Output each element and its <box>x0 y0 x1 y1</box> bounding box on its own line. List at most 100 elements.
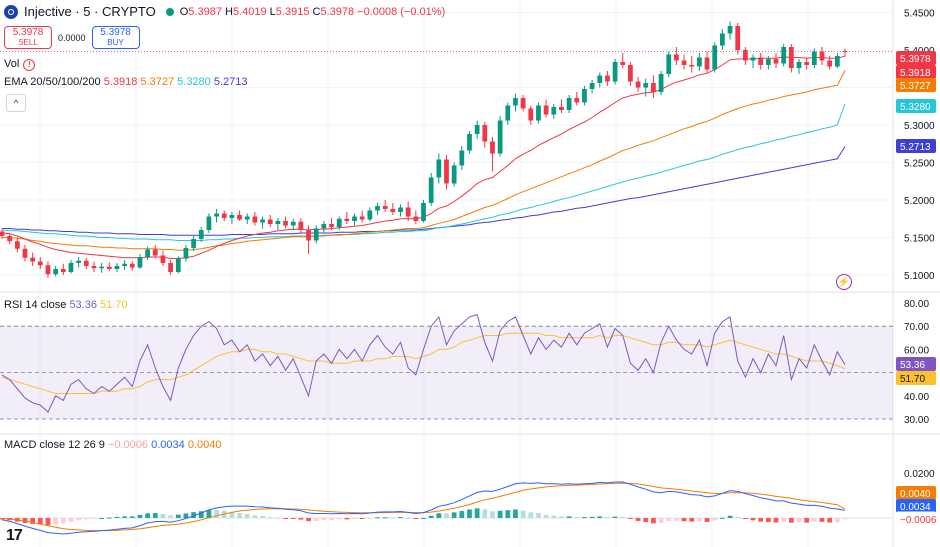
macd-histogram-bar <box>559 516 564 518</box>
candle-body <box>566 98 572 110</box>
candle-body <box>405 207 411 217</box>
candle-body <box>37 261 43 266</box>
macd-histogram-bar <box>375 517 380 519</box>
rsi-label: RSI 14 close <box>4 299 67 311</box>
macd-histogram-bar <box>168 515 173 518</box>
candle-body <box>697 57 702 67</box>
candle-body <box>359 216 365 220</box>
macd-histogram-bar <box>666 518 672 521</box>
rsi-tick-label: 70.00 <box>904 322 929 333</box>
macd-histogram-bar <box>620 516 626 518</box>
macd-histogram-bar <box>260 515 265 518</box>
candle-body <box>513 98 518 106</box>
tradingview-logo-icon[interactable]: 17 <box>6 527 23 544</box>
candle-body <box>14 241 20 249</box>
macd-histogram-bar <box>214 510 219 518</box>
sell-button[interactable]: 5.3978 SELL <box>4 26 52 49</box>
macd-histogram-bar <box>244 513 250 518</box>
low-value: 5.3915 <box>275 5 310 18</box>
candle-body <box>367 210 373 220</box>
ema50-line <box>2 70 846 251</box>
candle-body <box>122 263 127 266</box>
collapse-legend-button[interactable]: ^ <box>6 94 26 112</box>
macd-histogram-bar <box>160 513 166 518</box>
candle-body <box>390 209 396 212</box>
ema-legend[interactable]: EMA 20/50/100/200 5.3918 5.3727 5.3280 5… <box>4 76 248 88</box>
macd-histogram-bar <box>436 513 442 518</box>
candle-body <box>306 230 311 241</box>
candle-body <box>214 213 219 217</box>
macd-histogram-bar <box>76 518 82 521</box>
candle-body <box>329 224 334 227</box>
candle-body <box>589 83 595 89</box>
candle-body <box>505 105 511 121</box>
volume-legend[interactable]: Vol! <box>4 58 36 71</box>
lightning-icon[interactable]: ⚡ <box>836 274 852 290</box>
macd-histogram-bar <box>643 518 649 523</box>
macd-histogram-bar <box>106 517 112 519</box>
candle-body <box>658 74 664 92</box>
macd-tick-label: 0.0200 <box>904 469 935 480</box>
macd-histogram-bar <box>467 509 472 518</box>
macd-histogram-bar <box>635 518 641 521</box>
macd-histogram-bar <box>329 518 334 521</box>
price-tick-label: 5.1000 <box>904 271 935 282</box>
candle-body <box>114 266 120 269</box>
candle-body <box>574 98 580 103</box>
price-tick-label: 5.2500 <box>904 159 935 170</box>
macd-histogram-bar <box>704 518 710 523</box>
chart-header: Injective · 5 · CRYPTO O5.3987 H5.4019 L… <box>4 4 445 19</box>
warning-icon[interactable]: ! <box>23 59 36 71</box>
trade-buttons: 5.3978 SELL 0.0000 5.3978 BUY <box>4 26 140 49</box>
buy-button[interactable]: 5.3978 BUY <box>91 26 140 49</box>
macd-histogram-bar <box>145 513 150 518</box>
macd-histogram-bar <box>229 511 235 518</box>
macd-histogram-bar <box>796 518 802 523</box>
macd-histogram-bar <box>252 515 258 518</box>
macd-histogram-bar <box>359 518 365 519</box>
candle-body <box>451 165 457 184</box>
ema50-value: 5.3727 <box>140 76 175 88</box>
macd-histogram-bar <box>206 510 212 518</box>
macd-histogram-bar <box>237 513 242 518</box>
chevron-up-icon: ^ <box>13 98 19 108</box>
macd-histogram-bar <box>773 518 779 523</box>
candle-body <box>796 62 802 68</box>
macd-histogram-bar <box>30 518 36 524</box>
macd-histogram-bar <box>781 518 787 522</box>
rsi-legend[interactable]: RSI 14 close 53.36 51.70 <box>4 299 128 311</box>
candle-body <box>605 75 610 82</box>
candle-body <box>137 257 143 268</box>
macd-histogram-bar <box>313 518 319 521</box>
candle-body <box>712 45 718 70</box>
macd-histogram-bar <box>198 511 204 518</box>
rsi-line <box>1 313 846 413</box>
candle-body <box>628 65 633 82</box>
macd-legend[interactable]: MACD close 12 26 9 −0.0006 0.0034 0.0040 <box>4 439 221 451</box>
macd-histogram-bar <box>68 518 74 522</box>
macd-histogram-bar <box>83 518 89 520</box>
macd-tag: 0.0034 <box>900 502 931 513</box>
macd-histogram-bar <box>804 518 810 523</box>
rsi-tag: 53.36 <box>900 360 925 371</box>
market-status-icon <box>165 7 174 16</box>
macd-histogram-bar <box>390 517 396 519</box>
macd-histogram-bar <box>382 517 388 519</box>
macd-histogram-bar <box>22 518 28 523</box>
macd-histogram-bar <box>574 517 580 519</box>
candle-body <box>421 203 426 221</box>
macd-histogram-bar <box>60 518 66 524</box>
macd-label: MACD close 12 26 9 <box>4 439 105 451</box>
macd-histogram-bar <box>727 515 733 518</box>
symbol-title[interactable]: Injective · 5 · CRYPTO <box>24 4 156 19</box>
candle-body <box>244 216 250 220</box>
macd-histogram-bar <box>758 518 764 522</box>
macd-histogram-bar <box>474 508 480 518</box>
macd-histogram-bar <box>765 518 771 523</box>
macd-histogram-bar <box>183 513 189 518</box>
macd-histogram-bar <box>99 518 105 519</box>
macd-tag-bg <box>895 511 937 527</box>
candle-body <box>666 54 672 74</box>
candle-body <box>283 221 288 226</box>
